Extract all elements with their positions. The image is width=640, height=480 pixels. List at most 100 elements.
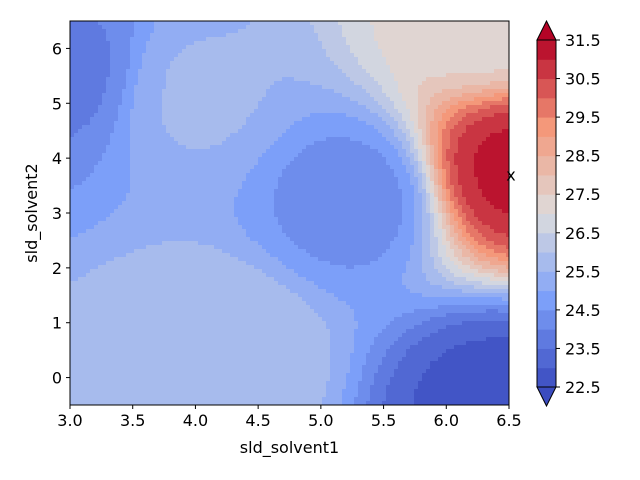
contour-cell	[106, 65, 111, 70]
contour-cell	[234, 313, 239, 318]
contour-cell	[170, 53, 175, 58]
contour-cell	[86, 69, 91, 74]
contour-cell	[254, 121, 259, 126]
contour-cell	[82, 113, 87, 118]
contour-cell	[242, 285, 247, 290]
contour-cell	[194, 73, 199, 78]
contour-cell	[94, 393, 99, 398]
contour-cell	[122, 57, 127, 62]
contour-cell	[202, 41, 207, 46]
contour-cell	[198, 53, 203, 58]
contour-cell	[258, 349, 263, 354]
contour-cell	[154, 269, 159, 274]
contour-cell	[186, 73, 191, 78]
contour-cell	[70, 365, 75, 370]
contour-cell	[94, 397, 99, 402]
contour-cell	[126, 285, 131, 290]
contour-cell	[270, 177, 275, 182]
contour-cell	[194, 165, 199, 170]
contour-cell	[138, 321, 143, 326]
contour-cell	[258, 257, 263, 262]
contour-cell	[154, 301, 159, 306]
contour-cell	[186, 153, 191, 158]
contour-cell	[138, 53, 143, 58]
contour-cell	[250, 165, 255, 170]
contour-cell	[118, 241, 123, 246]
contour-cell	[74, 37, 79, 42]
contour-cell	[178, 333, 183, 338]
contour-cell	[162, 357, 167, 362]
contour-cell	[198, 377, 203, 382]
contour-cell	[194, 69, 199, 74]
contour-cell	[74, 313, 79, 318]
contour-cell	[202, 237, 207, 242]
contour-cell	[82, 229, 87, 234]
contour-cell	[174, 73, 179, 78]
contour-cell	[154, 177, 159, 182]
contour-cell	[234, 229, 239, 234]
contour-cell	[106, 277, 111, 282]
contour-cell	[170, 261, 175, 266]
contour-cell	[94, 37, 99, 42]
contour-cell	[246, 369, 251, 374]
contour-cell	[118, 333, 123, 338]
contour-cell	[122, 393, 127, 398]
contour-cell	[106, 257, 111, 262]
contour-cell	[190, 245, 195, 250]
contour-cell	[82, 105, 87, 110]
contour-cell	[82, 281, 87, 286]
contour-cell	[182, 361, 187, 366]
contour-cell	[110, 353, 115, 358]
contour-cell	[218, 81, 223, 86]
contour-cell	[218, 137, 223, 142]
contour-cell	[150, 57, 155, 62]
contour-cell	[158, 157, 163, 162]
contour-cell	[126, 245, 131, 250]
contour-cell	[142, 369, 147, 374]
contour-cell	[158, 265, 163, 270]
contour-cell	[258, 253, 263, 258]
contour-cell	[222, 281, 227, 286]
contour-cell	[98, 33, 103, 38]
contour-cell	[190, 145, 195, 150]
contour-cell	[214, 325, 219, 330]
contour-cell	[202, 385, 207, 390]
contour-cell	[146, 177, 151, 182]
contour-cell	[162, 189, 167, 194]
contour-cell	[130, 141, 135, 146]
contour-cell	[230, 165, 235, 170]
contour-cell	[130, 397, 135, 402]
contour-cell	[226, 141, 231, 146]
contour-cell	[146, 309, 151, 314]
contour-cell	[170, 241, 175, 246]
contour-cell	[86, 177, 91, 182]
contour-cell	[170, 341, 175, 346]
contour-cell	[270, 197, 275, 202]
contour-cell	[194, 201, 199, 206]
contour-cell	[134, 301, 139, 306]
contour-cell	[74, 277, 79, 282]
contour-cell	[110, 173, 115, 178]
contour-cell	[274, 37, 279, 42]
contour-cell	[126, 241, 131, 246]
contour-cell	[226, 381, 231, 386]
contour-cell	[234, 129, 239, 134]
contour-cell	[162, 273, 167, 278]
contour-cell	[126, 153, 131, 158]
contour-cell	[222, 193, 227, 198]
contour-cell	[190, 73, 195, 78]
contour-cell	[218, 97, 223, 102]
contour-cell	[190, 309, 195, 314]
contour-cell	[206, 293, 211, 298]
contour-cell	[190, 377, 195, 382]
contour-cell	[242, 121, 247, 126]
contour-cell	[262, 217, 267, 222]
contour-cell	[174, 357, 179, 362]
contour-cell	[190, 61, 195, 66]
contour-cell	[194, 77, 199, 82]
contour-cell	[82, 253, 87, 258]
contour-cell	[154, 93, 159, 98]
contour-cell	[146, 69, 151, 74]
contour-cell	[254, 29, 259, 34]
contour-cell	[110, 145, 115, 150]
